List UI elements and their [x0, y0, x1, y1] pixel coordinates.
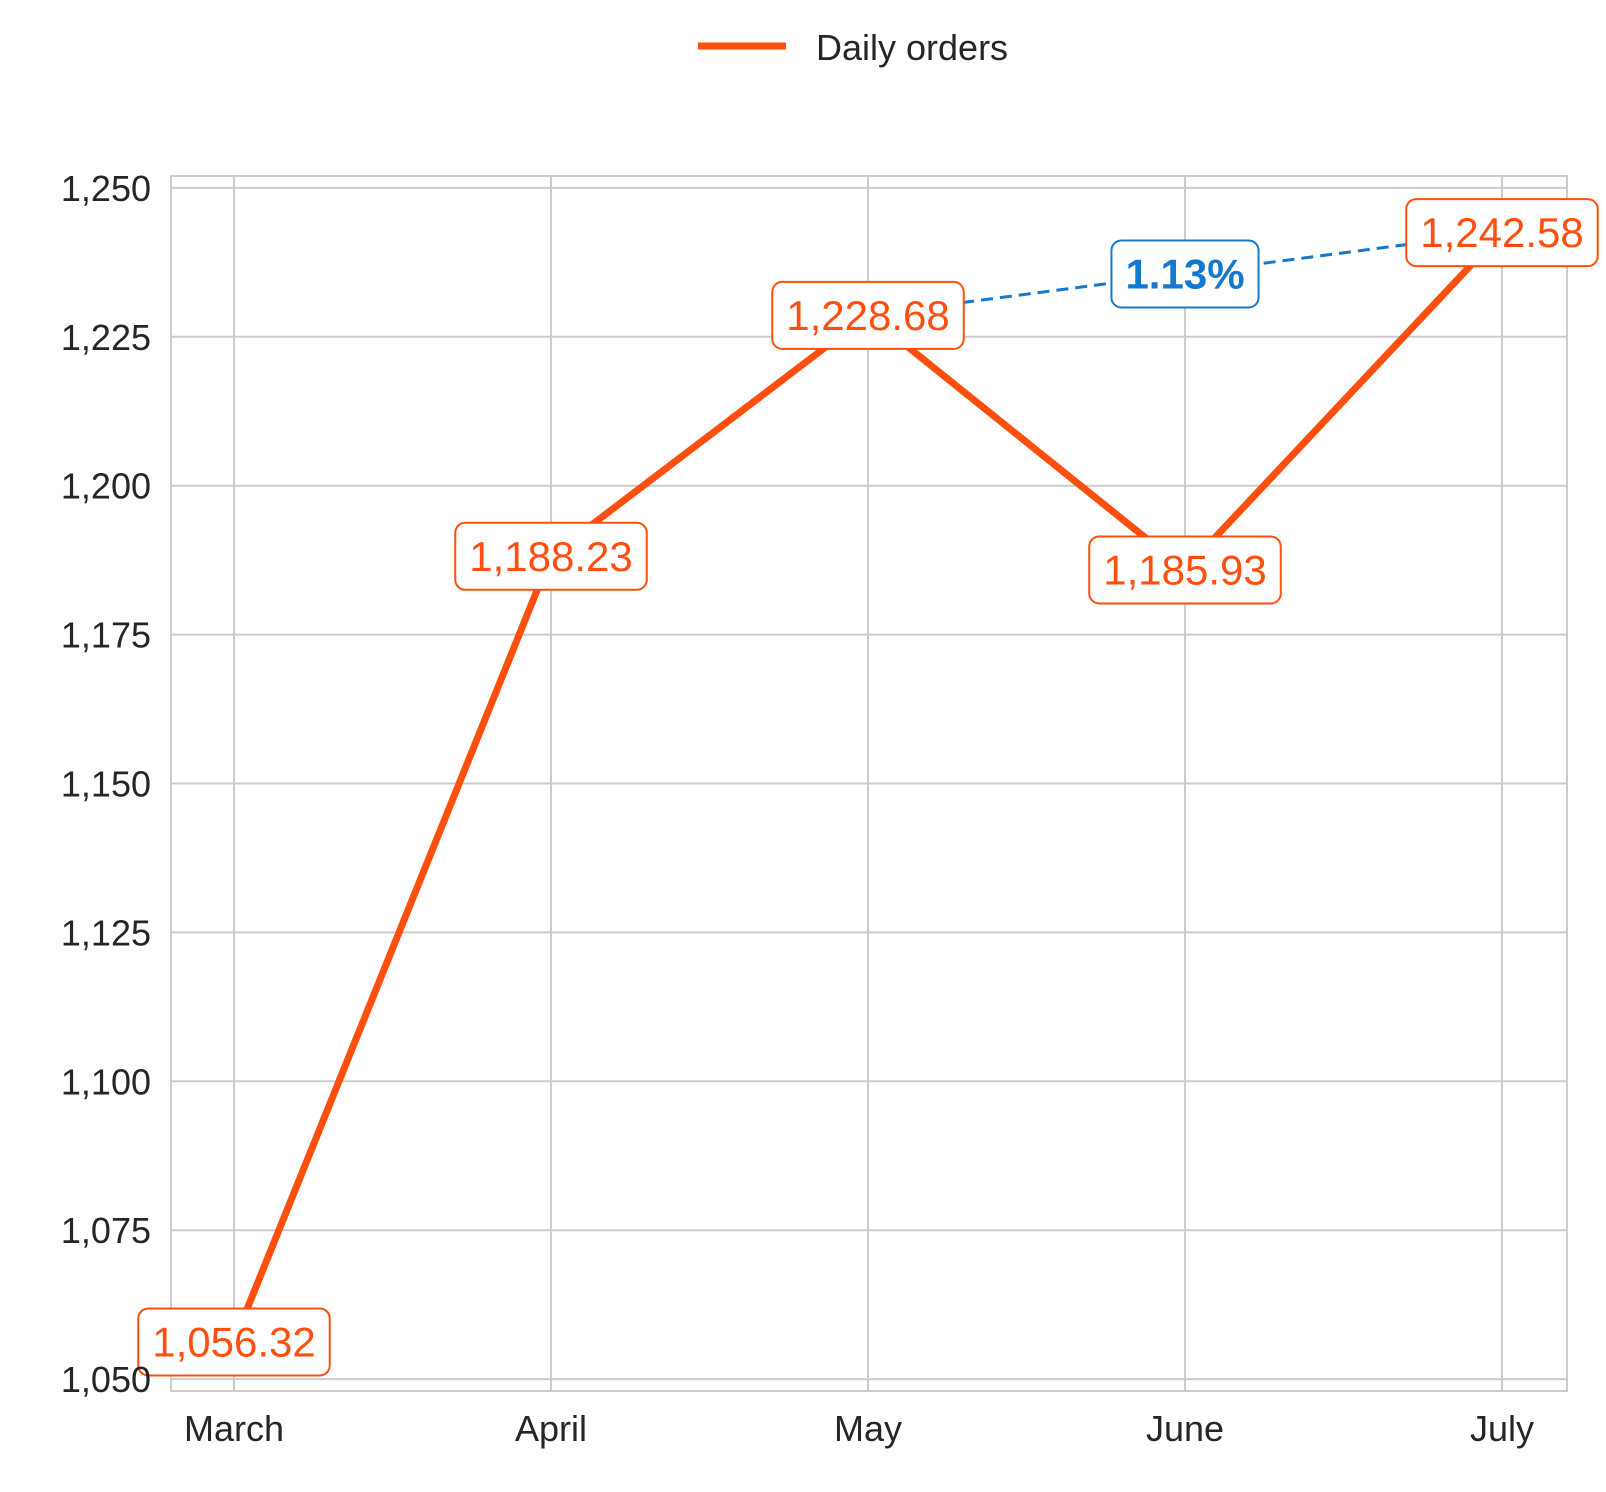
data-label: 1,228.68	[771, 280, 965, 350]
grid-lines	[171, 176, 1567, 1391]
data-label-box	[1088, 535, 1282, 605]
y-tick-label: 1,075	[61, 1210, 151, 1251]
data-label: 1,242.58	[1405, 198, 1599, 268]
y-axis-ticks: 1,050 1,075 1,100 1,125 1,150 1,175 1,200 1,225…	[61, 168, 151, 1400]
data-label-box	[454, 521, 648, 591]
data-label: 1,185.93	[1088, 535, 1282, 605]
y-tick-label: 1,150	[61, 764, 151, 805]
y-tick-label: 1,250	[61, 168, 151, 209]
data-label-text: 1,185.93	[1103, 547, 1267, 594]
y-tick-label: 1,100	[61, 1061, 151, 1102]
change-annotation-label-box	[1110, 239, 1260, 309]
data-label-box	[137, 1307, 331, 1377]
y-tick-label: 1,175	[61, 615, 151, 656]
change-annotation-label-text: 1.13%	[1125, 250, 1244, 297]
x-axis-ticks: March April May June July	[184, 1408, 1534, 1449]
data-label-box	[1405, 198, 1599, 268]
data-label-box	[771, 280, 965, 350]
data-label-text: 1,228.68	[786, 292, 950, 339]
data-label: 1,056.32	[137, 1307, 331, 1377]
y-tick-label: 1,125	[61, 912, 151, 953]
x-tick-label: May	[834, 1408, 902, 1449]
change-annotation-line	[867, 230, 1503, 317]
legend: Daily orders	[698, 27, 1008, 68]
x-tick-label: March	[184, 1408, 284, 1449]
data-labels-layer: 1.13% 1,056.32 1,188.23 1,228.68 1,185.93 1,2…	[137, 198, 1599, 1377]
y-tick-label: 1,200	[61, 466, 151, 507]
x-tick-label: June	[1146, 1408, 1224, 1449]
plot-frame	[170, 175, 1568, 1392]
x-tick-label: July	[1470, 1408, 1534, 1449]
legend-label-daily-orders: Daily orders	[816, 27, 1008, 68]
x-tick-label: April	[515, 1408, 587, 1449]
y-tick-label: 1,225	[61, 317, 151, 358]
data-label-text: 1,188.23	[469, 533, 633, 580]
data-label-text: 1,056.32	[152, 1318, 316, 1365]
change-annotation-label: 1.13%	[1110, 239, 1260, 309]
data-label: 1,188.23	[454, 521, 648, 591]
y-tick-label: 1,050	[61, 1359, 151, 1400]
annotation-layer	[867, 230, 1503, 317]
data-label-text: 1,242.58	[1420, 209, 1584, 256]
